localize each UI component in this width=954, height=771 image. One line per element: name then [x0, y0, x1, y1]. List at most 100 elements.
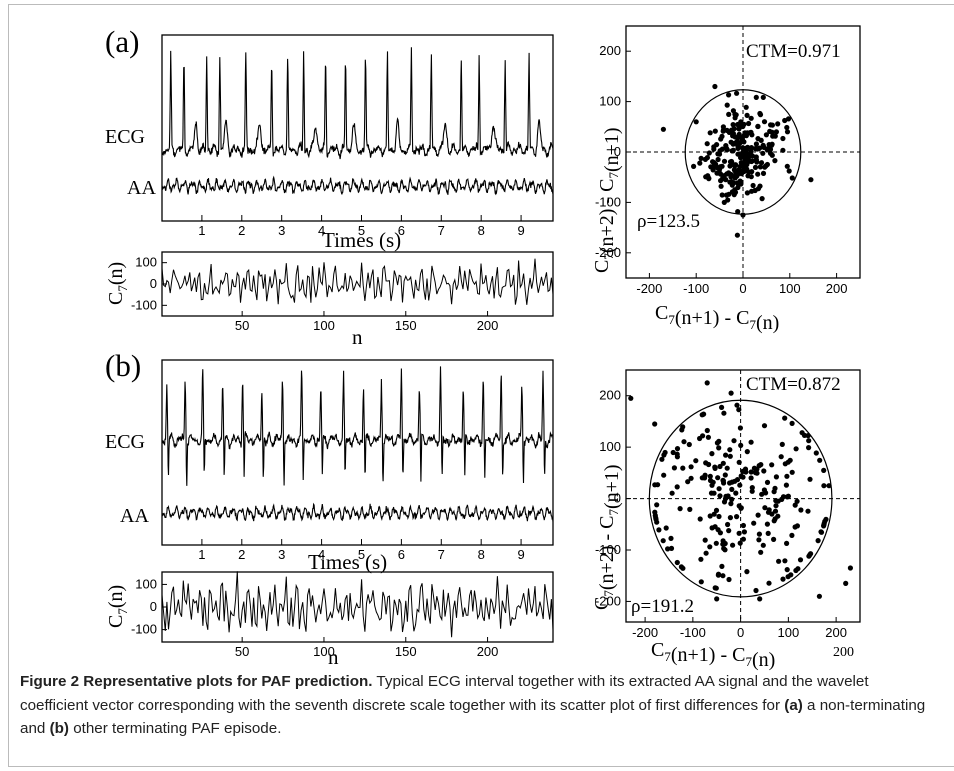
scatter-point: [762, 505, 768, 511]
panel-a-scatter-xlabel: C7(n+1) - C7(n): [655, 302, 779, 334]
scatter-point: [717, 493, 723, 499]
scatter-point: [751, 520, 757, 526]
scatter-point: [806, 553, 812, 559]
panel-b-aa-trace: [161, 502, 554, 522]
scatter-y-tick-label: 100: [599, 94, 621, 109]
c7-x-tick-label: 200: [477, 644, 499, 659]
scatter-point: [740, 536, 747, 542]
scatter-point: [761, 423, 768, 429]
panel-a-scatter-points: [660, 83, 814, 238]
time-tick-label: 9: [517, 547, 524, 562]
scatter-point: [731, 167, 738, 173]
scatter-x-tick-label: -100: [680, 625, 706, 640]
scatter-point: [743, 469, 749, 475]
scatter-point: [732, 173, 739, 179]
panel-b-c7-ylabel: C7(n): [105, 585, 130, 628]
scatter-point: [769, 511, 775, 517]
scatter-point: [728, 390, 734, 396]
scatter-point: [719, 404, 725, 410]
scatter-point: [719, 146, 726, 152]
scatter-point: [736, 530, 742, 536]
time-tick-label: 2: [238, 547, 245, 562]
scatter-point: [765, 530, 771, 537]
scatter-point: [738, 171, 745, 177]
scatter-point: [767, 128, 773, 134]
scatter-point: [798, 507, 804, 513]
scatter-point: [726, 191, 732, 197]
panel-b-ecg-label: ECG: [105, 431, 145, 453]
scatter-point: [715, 156, 721, 163]
scatter-point: [723, 452, 729, 458]
scatter-point: [686, 441, 692, 448]
scatter-point: [730, 141, 736, 147]
caption-bold-a: (a): [784, 696, 803, 714]
scatter-point: [743, 104, 749, 110]
scatter-point: [817, 457, 823, 463]
scatter-point: [698, 579, 704, 585]
scatter-point: [757, 596, 763, 602]
scatter-point: [730, 130, 737, 137]
scatter-point: [716, 151, 723, 157]
scatter-point: [734, 232, 741, 238]
scatter-point: [758, 462, 764, 468]
scatter-point: [823, 516, 829, 523]
panel-b-aa-label: AA: [120, 505, 149, 527]
scatter-point: [788, 572, 794, 578]
caption-text-2: a non-terminating and: [20, 696, 926, 738]
scatter-point: [735, 209, 741, 215]
scatter-point: [772, 158, 778, 164]
scatter-point: [760, 94, 766, 100]
scatter-point: [680, 565, 686, 571]
scatter-point: [771, 518, 777, 524]
c7-x-tick-label: 100: [313, 318, 335, 333]
scatter-point: [706, 150, 712, 156]
scatter-point: [805, 508, 811, 514]
panel-a-c7-ylabel: C7(n): [105, 262, 130, 305]
scatter-point: [720, 573, 726, 579]
panel-b-time-ticks: 1 2 3 4 5 6 7 8 9: [198, 539, 525, 562]
c7-x-tick-label: 200: [477, 318, 499, 333]
scatter-point: [755, 512, 761, 518]
scatter-point: [726, 111, 732, 117]
scatter-point: [757, 110, 763, 117]
scatter-point: [662, 449, 668, 456]
scatter-point: [762, 164, 768, 170]
scatter-point: [766, 507, 772, 513]
scatter-point: [730, 122, 736, 128]
scatter-point: [668, 535, 674, 542]
scatter-point: [782, 558, 788, 564]
scatter-point: [716, 513, 722, 520]
c7-y-tick-label: 0: [150, 276, 157, 291]
scatter-point: [730, 147, 736, 153]
scatter-point: [721, 173, 727, 179]
scatter-point: [771, 489, 777, 495]
scatter-point: [772, 133, 778, 139]
scatter-point: [821, 520, 827, 527]
scatter-point: [706, 175, 712, 181]
scatter-point: [748, 469, 754, 475]
panel-a-scatter-ylabel: C7(n+2) - C7(n+1): [591, 127, 623, 273]
scatter-point: [740, 123, 746, 130]
scatter-point: [713, 540, 719, 546]
scatter-point: [748, 174, 754, 180]
scatter-point: [782, 117, 788, 124]
scatter-point: [677, 506, 683, 512]
scatter-point: [715, 475, 721, 481]
scatter-point: [744, 161, 750, 168]
scatter-point: [784, 567, 790, 573]
scatter-point: [723, 145, 730, 151]
scatter-point: [773, 498, 779, 504]
scatter-point: [720, 128, 726, 134]
scatter-point: [688, 475, 694, 481]
scatter-point: [698, 556, 704, 562]
scatter-point: [773, 503, 779, 509]
scatter-point: [787, 457, 793, 463]
scatter-point: [761, 468, 767, 474]
scatter-point: [709, 525, 715, 531]
scatter-point: [764, 479, 771, 485]
scatter-point: [740, 145, 746, 151]
scatter-point: [659, 456, 665, 462]
time-tick-label: 7: [438, 223, 445, 238]
time-tick-label: 2: [238, 223, 245, 238]
